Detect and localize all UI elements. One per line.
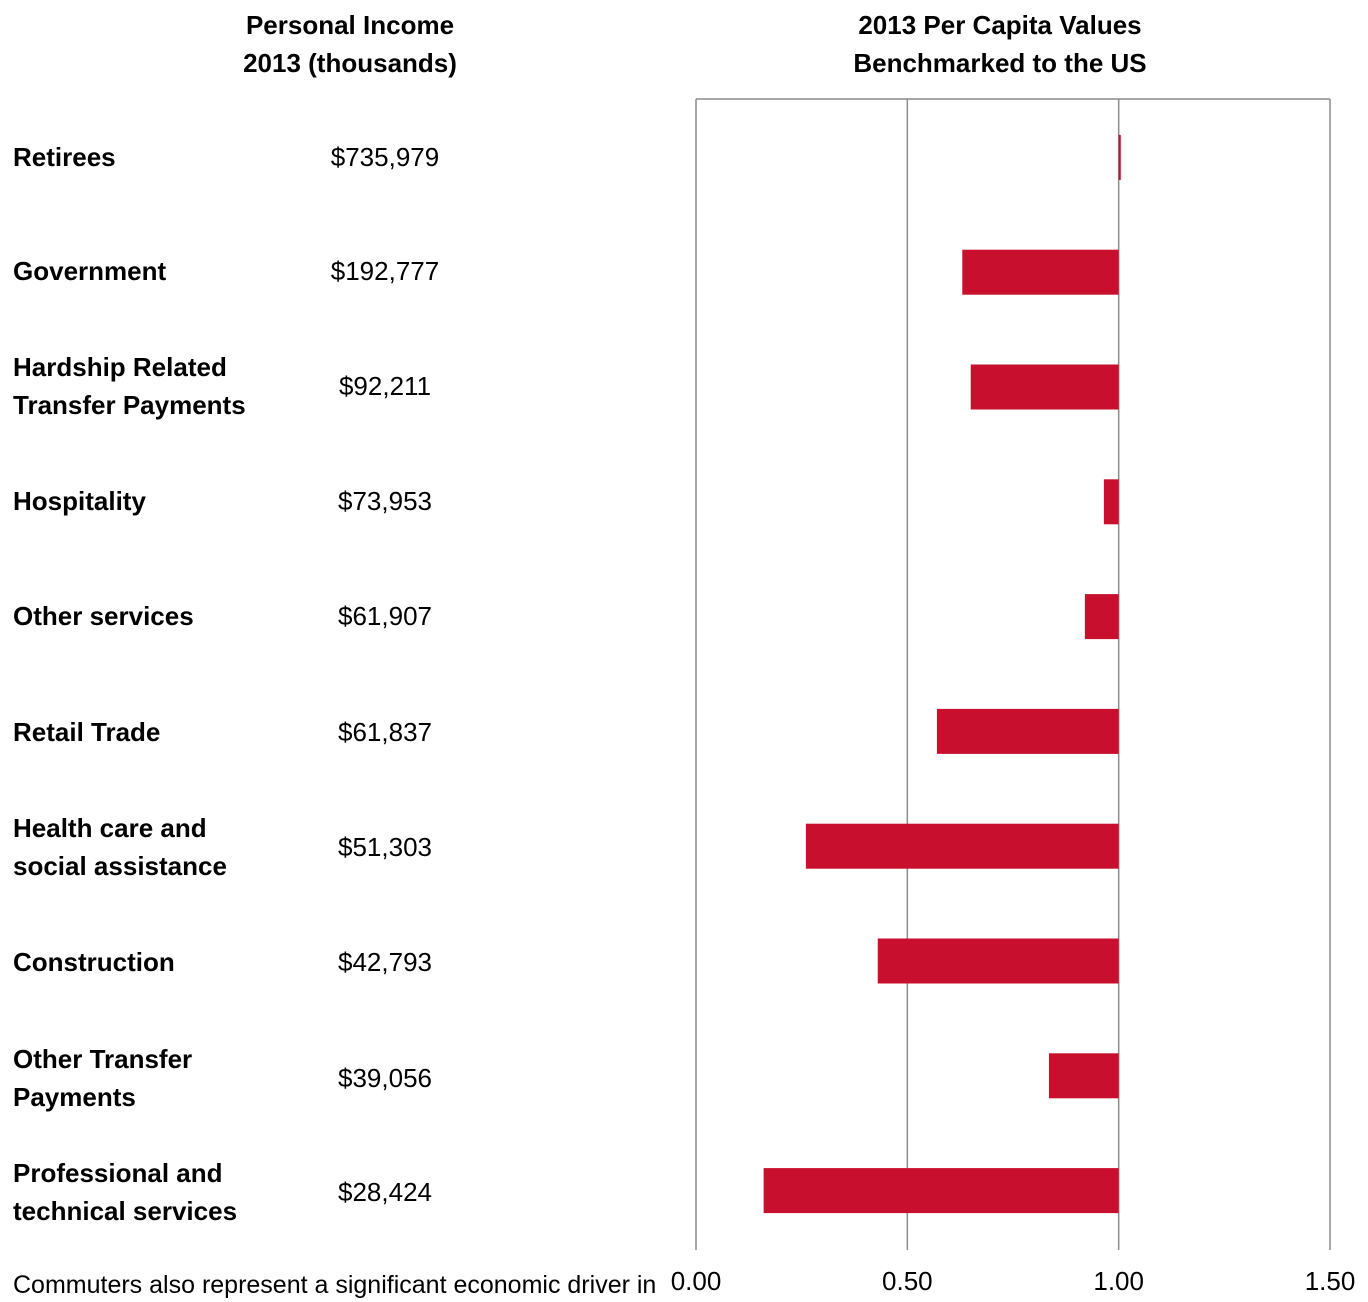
row-label-other-services: Other services xyxy=(13,597,303,635)
row-label-line: Payments xyxy=(13,1082,136,1112)
row-label-line: technical services xyxy=(13,1196,238,1226)
income-value-government: $192,777 xyxy=(330,256,440,286)
row-label-construction: Construction xyxy=(13,943,303,981)
row-label-retail-trade: Retail Trade xyxy=(13,713,303,751)
bar xyxy=(1084,594,1119,640)
row-label-other-transfer: Other Transfer Payments xyxy=(13,1040,303,1116)
income-value-other-services: $61,907 xyxy=(338,601,432,631)
bar xyxy=(1118,134,1121,180)
income-value-hospitality: $73,953 xyxy=(338,486,432,516)
x-tick-label: 1.00 xyxy=(1093,1266,1144,1293)
row-label-line: Professional and xyxy=(13,1158,223,1188)
income-column-header: Personal Income 2013 (thousands) xyxy=(200,6,500,82)
income-header-line-1: Personal Income xyxy=(245,10,455,40)
row-label-line: Retail Trade xyxy=(13,717,161,747)
chart-title-line-1: 2013 Per Capita Values xyxy=(858,10,1142,40)
x-tick-label: 0.00 xyxy=(671,1266,722,1293)
chart-title: 2013 Per Capita Values Benchmarked to th… xyxy=(800,6,1200,82)
row-label-line: Government xyxy=(13,256,167,286)
income-value-other-transfer: $39,056 xyxy=(338,1063,432,1093)
row-label-line: Health care and xyxy=(13,813,207,843)
row-label-hospitality: Hospitality xyxy=(13,482,303,520)
row-label-health-care: Health care and social assistance xyxy=(13,809,303,885)
income-value-health-care: $51,303 xyxy=(338,832,432,862)
chart-title-line-2: Benchmarked to the US xyxy=(853,48,1147,78)
row-label-government: Government xyxy=(13,252,303,290)
x-tick-label: 0.50 xyxy=(882,1266,933,1293)
bar xyxy=(1048,1053,1119,1099)
income-header-line-2: 2013 (thousands) xyxy=(243,48,457,78)
bar xyxy=(936,708,1119,754)
x-tick-label: 1.50 xyxy=(1305,1266,1356,1293)
row-label-line: social assistance xyxy=(13,851,227,881)
income-value-professional: $28,424 xyxy=(338,1177,432,1207)
row-label-line: Transfer Payments xyxy=(13,390,246,420)
row-label-line: Construction xyxy=(13,947,175,977)
income-value-retail-trade: $61,837 xyxy=(338,717,432,747)
row-label-line: Hardship Related xyxy=(13,352,227,382)
footer-text: Commuters also represent a significant e… xyxy=(13,1271,657,1299)
row-label-professional: Professional and technical services xyxy=(13,1154,303,1230)
income-value-hardship: $92,211 xyxy=(338,371,432,401)
bar xyxy=(970,364,1119,410)
bar xyxy=(805,823,1119,869)
row-label-line: Other Transfer xyxy=(13,1044,193,1074)
bar xyxy=(877,938,1119,984)
row-label-line: Retirees xyxy=(13,142,116,172)
bar xyxy=(763,1168,1119,1214)
bar xyxy=(1103,479,1119,525)
row-label-line: Other services xyxy=(13,601,194,631)
income-value-retirees: $735,979 xyxy=(330,142,440,172)
income-value-construction: $42,793 xyxy=(338,947,432,977)
row-label-line: Hospitality xyxy=(13,486,146,516)
bar xyxy=(962,249,1119,295)
row-label-retirees: Retirees xyxy=(13,138,303,176)
row-label-hardship: Hardship Related Transfer Payments xyxy=(13,348,303,424)
